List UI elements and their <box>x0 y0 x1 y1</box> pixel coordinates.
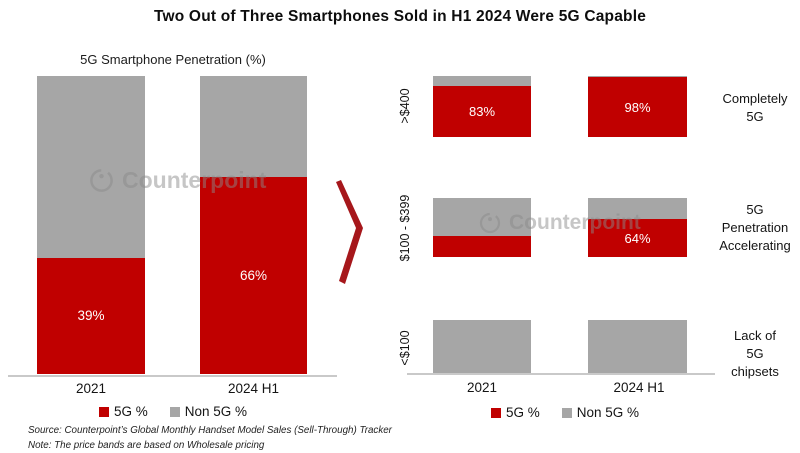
left-chart-title: 5G Smartphone Penetration (%) <box>80 52 266 67</box>
bar-value-label: 98% <box>624 99 651 115</box>
bar-over400-2024h1: 98% <box>588 76 687 137</box>
legend-label: Non 5G % <box>576 405 640 420</box>
bar-under100-2021 <box>433 320 531 373</box>
left-x-axis-line <box>8 375 337 377</box>
legend-label: 5G % <box>113 404 148 419</box>
5g-segment: 39% <box>37 257 145 374</box>
bar-value-label: 64% <box>624 230 651 246</box>
5g-segment: 66% <box>200 177 307 374</box>
bar-100-399-2024h1: 64% <box>588 198 687 257</box>
non5g-segment <box>433 76 531 87</box>
bar-100-399-2021 <box>433 198 531 257</box>
legend-item-non5g: Non 5G % <box>561 405 640 420</box>
left-bar-2021: 39% <box>37 76 145 374</box>
source-line: Source: Counterpoint’s Global Monthly Ha… <box>28 425 392 436</box>
annotation-5g-penetration-accelerating: 5G Penetration Accelerating <box>719 202 791 253</box>
bar-under100-2024h1 <box>588 320 687 373</box>
left-legend: 5G % Non 5G % <box>8 404 338 419</box>
price-band-label-over400: >$400 <box>398 88 412 124</box>
left-x-label-2021: 2021 <box>75 381 107 396</box>
non5g-segment <box>200 76 307 178</box>
5g-segment: 83% <box>433 86 531 137</box>
left-bar-2024h1: 66% <box>200 76 307 374</box>
left-x-label-2024h1: 2024 H1 <box>227 381 280 396</box>
non5g-segment <box>433 320 531 373</box>
right-x-label-2021: 2021 <box>466 380 498 395</box>
5g-segment <box>433 236 531 257</box>
legend-item-5g: 5G % <box>490 405 540 420</box>
5g-segment: 64% <box>588 219 687 257</box>
annotation-lack-of-5g-chipsets: Lack of 5G chipsets <box>731 328 779 379</box>
gray-swatch-icon <box>561 407 572 418</box>
price-band-label-100-399: $100 - $399 <box>398 194 412 262</box>
right-x-axis-line <box>407 373 715 375</box>
gray-swatch-icon <box>169 406 180 417</box>
legend-item-non5g: Non 5G % <box>169 404 248 419</box>
bar-value-label: 39% <box>77 308 105 324</box>
bar-value-label: 66% <box>239 268 268 284</box>
5g-segment: 98% <box>588 77 687 137</box>
non5g-segment <box>37 76 145 258</box>
right-legend: 5G % Non 5G % <box>415 405 715 420</box>
annotation-completely-5g: Completely 5G <box>722 91 788 124</box>
source-note: Source: Counterpoint’s Global Monthly Ha… <box>28 423 392 453</box>
red-swatch-icon <box>98 406 109 417</box>
legend-label: 5G % <box>505 405 540 420</box>
legend-item-5g: 5G % <box>98 404 148 419</box>
red-swatch-icon <box>490 407 501 418</box>
legend-label: Non 5G % <box>184 404 248 419</box>
price-band-label-under100: <$100 <box>398 330 412 366</box>
chart-title: Two Out of Three Smartphones Sold in H1 … <box>153 8 647 25</box>
bar-value-label: 83% <box>468 104 496 120</box>
note-line: Note: The price bands are based on Whole… <box>28 440 265 451</box>
non5g-segment <box>433 198 531 237</box>
non5g-segment <box>588 198 687 220</box>
right-x-label-2024h1: 2024 H1 <box>613 380 665 395</box>
non5g-segment <box>588 320 687 373</box>
chevron-right-icon <box>336 180 363 284</box>
bar-over400-2021: 83% <box>433 76 531 137</box>
non5g-segment <box>588 76 687 78</box>
